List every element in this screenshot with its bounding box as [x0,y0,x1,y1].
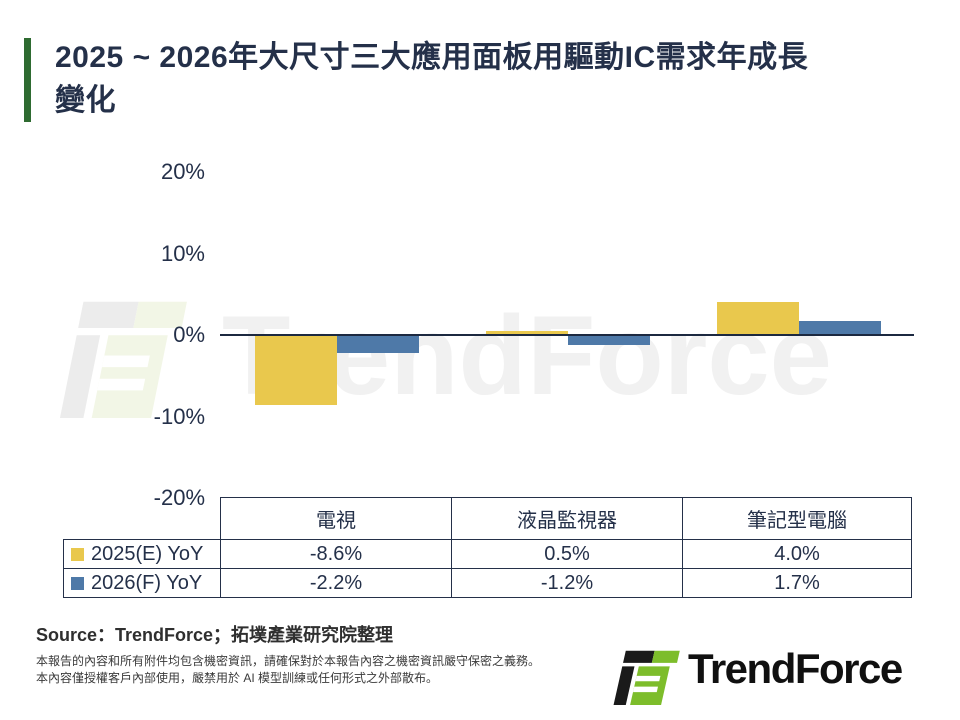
bar-2026(F)-液晶監視器 [567,335,650,345]
y-tick--10%: -10% [153,403,205,429]
legend-swatch-2026-icon [71,576,84,590]
bar-2026(F)-筆記型電腦 [798,321,881,335]
cell-2026-monitor: -1.2% [451,568,683,598]
col-header-monitor: 液晶監視器 [451,497,683,540]
y-tick--20%: -20% [153,485,205,510]
chart-data-table: 電視 液晶監視器 筆記型電腦 2025(E) YoY -8.6% 0.5% 4.… [63,497,912,598]
y-tick-10%: 10% [160,240,205,266]
y-tick-20%: 20% [160,159,205,184]
bar-2025(E)-電視 [254,335,337,406]
bar-2025(E)-筆記型電腦 [716,302,799,335]
source-line: Source：TrendForce；拓墣產業研究院整理 [36,625,394,645]
legend-2026: 2026(F) YoY [63,568,221,598]
trendforce-watermark-logo-icon [59,301,187,418]
disclaimer-line-2: 本內容僅授權客戶內部使用，嚴禁用於 AI 模型訓練或任何形式之外部散布。 [36,671,439,685]
table-corner-cell [64,498,221,540]
legend-2025: 2025(E) YoY [63,539,221,569]
legend-label-2026: 2026(F) YoY [91,571,203,594]
trendforce-logo-text: TrendForce [688,645,903,692]
cell-2025-monitor: 0.5% [451,539,683,569]
bar-2025(E)-液晶監視器 [485,330,568,335]
table-row-2026: 2026(F) YoY -2.2% -1.2% 1.7% [63,568,912,598]
page-title: 2025 ~ 2026年大尺寸三大應用面板用驅動IC需求年成長 變化 [55,36,935,122]
page-title-line-2: 變化 [55,84,116,117]
title-accent-bar [24,38,31,122]
disclaimer-text: 本報告的內容和所有附件均包含機密資訊，請確保對於本報告內容之機密資訊嚴守保密之義… [36,653,540,687]
page-title-line-1: 2025 ~ 2026年大尺寸三大應用面板用驅動IC需求年成長 [55,41,809,74]
legend-swatch-2025-icon [71,547,84,561]
col-header-tv: 電視 [220,497,452,540]
zero-axis-line [220,334,914,336]
cell-2026-notebook: 1.7% [682,568,912,598]
legend-label-2025: 2025(E) YoY [91,542,204,565]
trendforce-logo-icon [613,650,680,705]
cell-2026-tv: -2.2% [220,568,452,598]
col-header-notebook: 筆記型電腦 [682,497,912,540]
bar-2026(F)-電視 [336,335,419,353]
cell-2025-tv: -8.6% [220,539,452,569]
disclaimer-line-1: 本報告的內容和所有附件均包含機密資訊，請確保對於本報告內容之機密資訊嚴守保密之義… [36,654,541,668]
y-tick-0%: 0% [173,322,205,347]
cell-2025-notebook: 4.0% [682,539,912,569]
table-header-row: 電視 液晶監視器 筆記型電腦 [64,497,912,540]
table-row-2025: 2025(E) YoY -8.6% 0.5% 4.0% [63,539,912,569]
